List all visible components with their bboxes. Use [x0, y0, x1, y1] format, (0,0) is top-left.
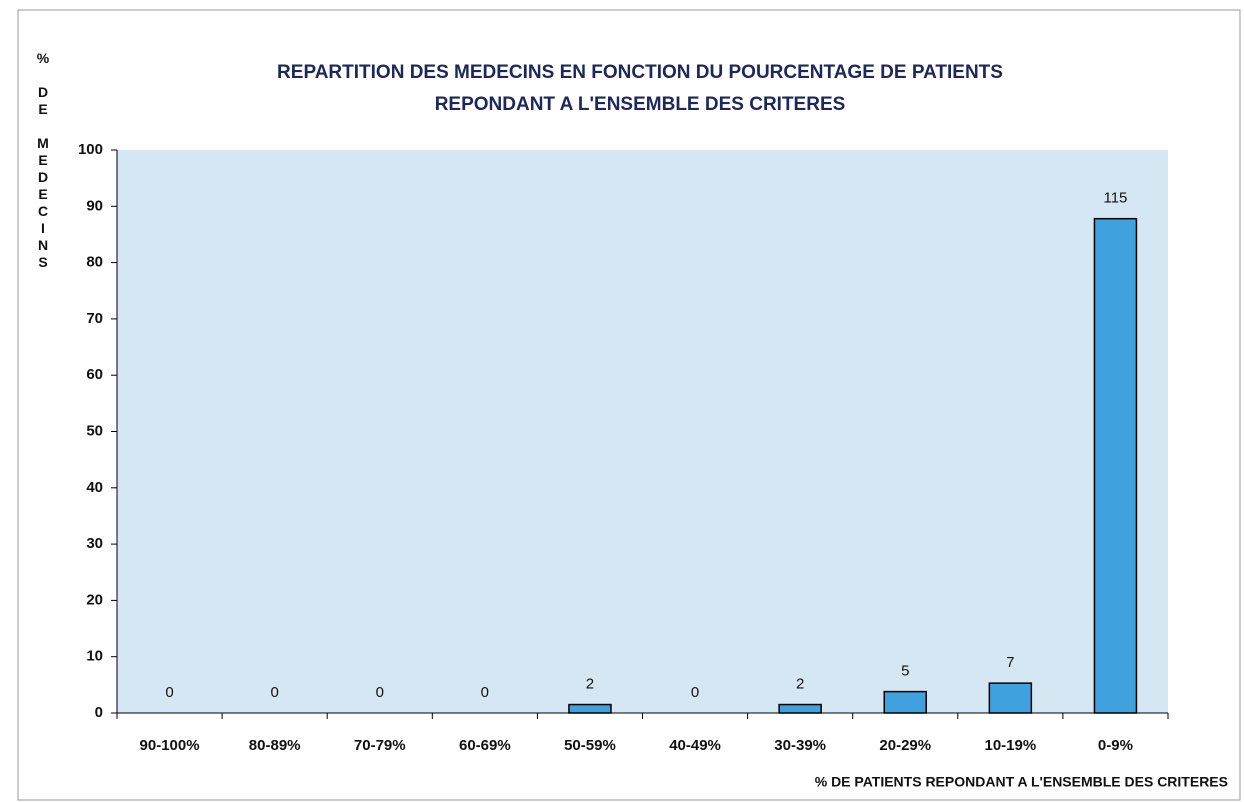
y-tick-label: 20: [86, 591, 103, 608]
data-label: 2: [796, 676, 804, 693]
x-tick-label: 60-69%: [459, 737, 511, 754]
y-tick-label: 30: [86, 535, 103, 552]
data-label: 2: [586, 676, 594, 693]
y-tick-label: 90: [86, 197, 103, 214]
x-tick-label: 70-79%: [354, 737, 406, 754]
y-axis-label: % DE MEDECINS: [35, 50, 51, 271]
y-tick-label: 60: [86, 366, 103, 383]
x-tick-label: 0-9%: [1098, 737, 1133, 754]
data-label: 0: [691, 684, 699, 701]
x-tick-label: 10-19%: [984, 737, 1036, 754]
y-tick-label: 10: [86, 648, 103, 665]
bar: [988, 682, 1033, 714]
y-tick-label: 50: [86, 422, 103, 439]
chart-frame: [17, 9, 1241, 801]
data-label: 0: [165, 684, 173, 701]
x-tick-label: 90-100%: [140, 737, 200, 754]
y-tick-label: 100: [78, 141, 103, 158]
x-axis-label: % DE PATIENTS REPONDANT A L'ENSEMBLE DES…: [815, 774, 1228, 790]
chart-title: REPARTITION DES MEDECINS EN FONCTION DU …: [277, 62, 1003, 83]
plot-area: [117, 150, 1168, 713]
bar: [778, 703, 822, 714]
x-tick-label: 20-29%: [879, 737, 931, 754]
x-tick-label: 50-59%: [564, 737, 616, 754]
data-label: 0: [376, 684, 384, 701]
bar: [1093, 217, 1138, 714]
x-tick-label: 80-89%: [249, 737, 301, 754]
data-label: 0: [270, 684, 278, 701]
data-label: 7: [1006, 654, 1014, 671]
x-tick-label: 30-39%: [774, 737, 826, 754]
chart-title: REPONDANT A L'ENSEMBLE DES CRITERES: [435, 94, 846, 115]
y-tick-label: 40: [86, 479, 103, 496]
y-tick-label: 80: [86, 254, 103, 271]
y-tick-label: 70: [86, 310, 103, 327]
bar: [883, 690, 927, 714]
x-tick-label: 40-49%: [669, 737, 721, 754]
data-label: 115: [1103, 190, 1127, 207]
data-label: 5: [901, 663, 909, 680]
data-label: 0: [481, 684, 489, 701]
bar: [568, 703, 612, 714]
y-tick-label: 0: [95, 704, 103, 721]
